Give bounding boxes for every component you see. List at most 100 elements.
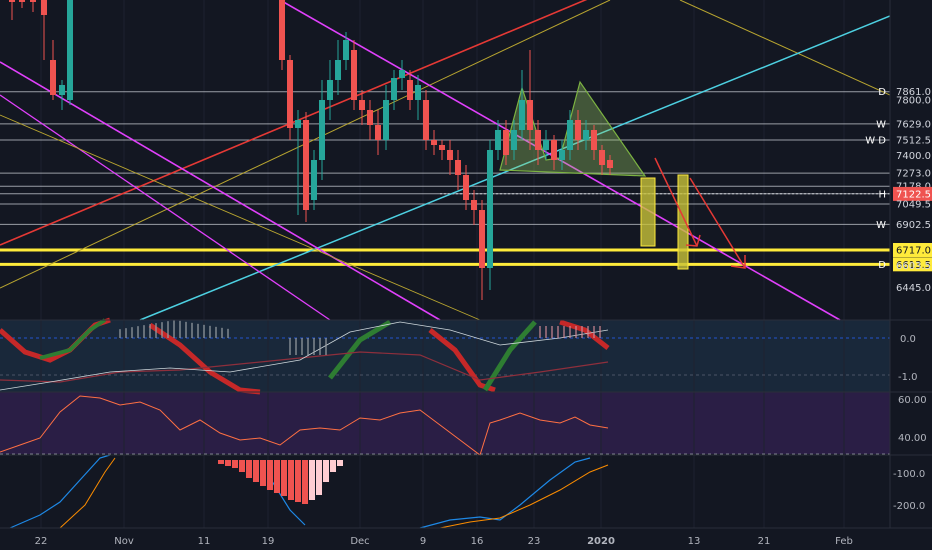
price-axis-labels: 7861.0 D 7800.0 7629.0 W 7512.5 W D 7400.0 7273.… — [865, 87, 932, 294]
candle-down — [607, 160, 613, 168]
candle-up — [391, 78, 397, 100]
price-tag — [893, 186, 932, 201]
time-axis-label: Feb — [835, 536, 853, 547]
rsi-series — [0, 395, 890, 456]
macd-histogram-bar — [309, 460, 315, 500]
price-label: 6603.5 — [896, 261, 931, 272]
candle-up — [495, 130, 501, 150]
projection-bar — [640, 177, 656, 247]
candle-up — [511, 130, 517, 150]
macd-histogram-bar — [323, 460, 329, 482]
macd-line — [9, 454, 111, 529]
candle-down — [287, 60, 293, 128]
rsi-axis-label: 60.00 — [898, 395, 927, 406]
macd-histogram-bar — [288, 460, 294, 500]
yellow-trendline — [679, 0, 891, 96]
price-label-text: 6902.5 — [896, 220, 931, 231]
oscillator-line-down — [148, 322, 261, 395]
candle-down — [471, 200, 477, 210]
candle-up — [415, 85, 421, 100]
macd-histogram-bar — [218, 460, 224, 464]
candle-down — [591, 130, 597, 150]
price-label: 7400.0 — [896, 151, 931, 162]
macd-histogram-bar — [295, 460, 301, 502]
candle-up — [519, 100, 525, 130]
time-axis-label: 21 — [758, 536, 771, 547]
candle-up — [343, 40, 349, 60]
candle-up — [335, 60, 341, 80]
candle-up — [487, 150, 493, 268]
candlesticks[interactable] — [9, 0, 613, 300]
macd-histogram-bar — [337, 460, 343, 466]
candle-up — [383, 100, 389, 140]
price-label-text: 7049.5 — [896, 200, 931, 211]
candle-up — [319, 100, 325, 160]
time-axis-label: 22 — [35, 536, 48, 547]
projection-arrow — [654, 157, 698, 247]
price-label-text: 6603.5 — [896, 261, 931, 272]
macd-panel[interactable] — [0, 455, 890, 528]
macd-histogram-bar — [246, 460, 252, 478]
macd-histogram-bar — [274, 460, 280, 493]
macd-line — [419, 457, 591, 529]
candle-down — [367, 110, 373, 125]
oscillator-axis-label: 0.0 — [900, 334, 916, 345]
price-marker: H — [878, 189, 886, 200]
macd-histogram-bar — [330, 460, 336, 472]
candle-down — [50, 60, 56, 95]
price-label-text: 6717.0 — [896, 246, 931, 257]
time-axis-label: Nov — [114, 536, 134, 547]
candle-down — [41, 0, 47, 15]
candle-down — [479, 210, 485, 268]
price-label-text: 7629.0 — [896, 119, 931, 130]
rsi-axis-label: 40.00 — [898, 433, 927, 444]
oscillator-baseline — [0, 321, 609, 391]
price-label-text: 7800.0 — [896, 96, 931, 107]
macd-signal — [439, 464, 609, 529]
candle-up — [567, 120, 573, 150]
candle-down — [447, 150, 453, 160]
macd-axis-label: -200.0 — [893, 501, 925, 512]
oscillator-signal-line — [0, 351, 609, 383]
macd-histogram-bar — [267, 460, 273, 490]
yellow-trendline — [0, 114, 481, 321]
price-tag — [893, 257, 932, 272]
magenta-trendline — [0, 61, 441, 321]
candle-down — [407, 80, 413, 100]
candle-up — [399, 70, 405, 78]
price-marker: W — [876, 119, 886, 130]
candle-down — [551, 140, 557, 160]
candle-down — [575, 120, 581, 140]
candle-down — [423, 100, 429, 140]
price-marker: W — [876, 220, 886, 231]
projection-arrow — [689, 177, 746, 269]
projection-arrowhead — [730, 255, 746, 269]
oscillator-panel[interactable] — [0, 320, 890, 392]
candle-up — [59, 85, 65, 95]
magenta-trendline — [0, 94, 331, 321]
candle-down — [439, 145, 445, 150]
price-label: 6717.0 — [893, 243, 932, 257]
macd-histogram-bar — [253, 460, 259, 482]
price-label: 7861.0 D — [878, 87, 931, 98]
oscillator-line-up — [39, 318, 107, 360]
rsi-panel[interactable] — [0, 392, 890, 454]
oscillator-line-down — [559, 319, 610, 350]
macd-axis-label: -100.0 — [893, 469, 925, 480]
price-label-text: 7400.0 — [896, 151, 931, 162]
price-label: 7273.0 — [896, 169, 931, 180]
macd-histogram-bar — [316, 460, 322, 495]
candle-up — [311, 160, 317, 200]
macd-histogram-bar — [239, 460, 245, 472]
time-axis-label: 16 — [471, 536, 484, 547]
price-label-text: 7861.0 — [896, 87, 931, 98]
price-label-text: 6445.0 — [896, 283, 931, 294]
candle-down — [431, 140, 437, 145]
price-label-text: 7512.5 — [896, 135, 931, 146]
time-axis-label: Dec — [350, 536, 369, 547]
candle-up — [583, 130, 589, 140]
price-label: 7512.5 W D — [865, 135, 931, 146]
time-axis[interactable] — [0, 528, 890, 550]
time-axis-label: 23 — [528, 536, 541, 547]
